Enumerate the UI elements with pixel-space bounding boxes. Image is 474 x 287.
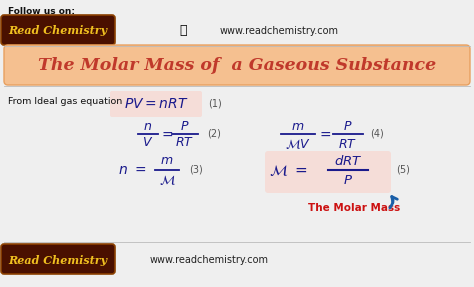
Text: $=$: $=$ [317, 127, 331, 141]
FancyBboxPatch shape [4, 45, 470, 85]
Text: www.readchemistry.com: www.readchemistry.com [150, 255, 269, 265]
FancyBboxPatch shape [110, 91, 202, 117]
Text: www.readchemistry.com: www.readchemistry.com [220, 26, 339, 36]
Text: (2): (2) [207, 129, 221, 139]
Text: Follow us on:: Follow us on: [8, 7, 75, 16]
Text: 🌐: 🌐 [179, 24, 187, 38]
Text: (3): (3) [189, 165, 203, 175]
Text: $n\ =$: $n\ =$ [118, 163, 146, 177]
Text: $V$: $V$ [142, 137, 154, 150]
Text: From Ideal gas equation: From Ideal gas equation [8, 98, 122, 106]
Text: $n$: $n$ [144, 119, 153, 133]
Text: The Molar Mass of  a Gaseous Substance: The Molar Mass of a Gaseous Substance [38, 57, 436, 75]
Text: Read Chemistry: Read Chemistry [9, 26, 108, 36]
Text: (4): (4) [370, 129, 384, 139]
Text: $PV = nRT$: $PV = nRT$ [124, 97, 188, 111]
FancyBboxPatch shape [1, 15, 115, 45]
Text: $RT$: $RT$ [338, 137, 357, 150]
Text: $\mathcal{M}$: $\mathcal{M}$ [158, 173, 175, 187]
Text: $P$: $P$ [180, 119, 190, 133]
Text: $RT$: $RT$ [175, 137, 194, 150]
Text: $\mathcal{M}V$: $\mathcal{M}V$ [285, 137, 311, 151]
FancyBboxPatch shape [265, 151, 391, 193]
Text: Read Chemistry: Read Chemistry [9, 255, 108, 265]
Text: $\mathcal{M}\ =$: $\mathcal{M}\ =$ [269, 162, 308, 177]
Text: $P$: $P$ [343, 174, 353, 187]
FancyBboxPatch shape [1, 244, 115, 274]
Text: (1): (1) [208, 99, 222, 109]
Text: $dRT$: $dRT$ [334, 154, 362, 168]
Text: (5): (5) [396, 165, 410, 175]
Text: $P$: $P$ [343, 119, 353, 133]
Text: $m$: $m$ [160, 154, 173, 168]
Text: $=$: $=$ [159, 127, 173, 141]
Text: The Molar Mass: The Molar Mass [308, 203, 400, 213]
Text: $m$: $m$ [292, 119, 305, 133]
